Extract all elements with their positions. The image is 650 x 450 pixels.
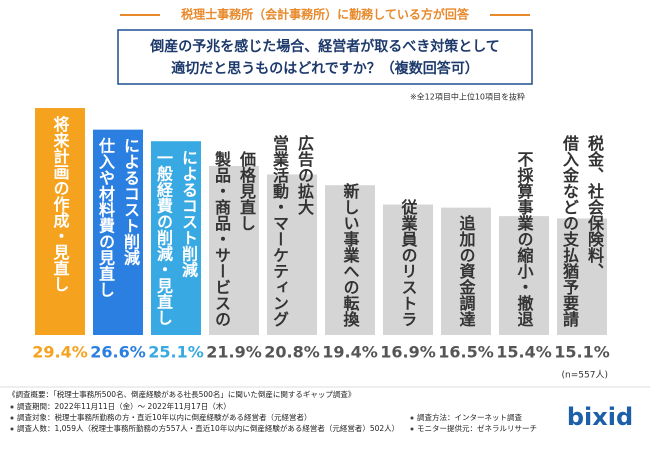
category-label: 仕入や材料費の見直し: [96, 137, 116, 298]
footer-item: モニター提供元：ゼネラルリサーチ: [417, 423, 537, 433]
bar: [267, 174, 317, 335]
footer-item: 調査対象：税理士事務所勤務の方・直近10年以内に倒産経験がある経営者（元経営者）: [17, 412, 312, 422]
category-label: 製品・商品・サービスの: [212, 150, 232, 327]
n-label: (n=557人): [562, 370, 608, 381]
bar: [383, 204, 433, 335]
bar: [557, 218, 607, 335]
bullet: [10, 405, 14, 409]
footer-title: 《調査概要：「税理士事務所500名、倒産経験がある社長500名」に聞いた倒産に関…: [8, 389, 355, 399]
bullet: [410, 427, 414, 431]
value-label: 20.8%: [264, 343, 320, 362]
category-label: 価格見直し: [237, 150, 257, 231]
bar: [499, 216, 549, 335]
bar: [93, 129, 143, 335]
value-label: 26.6%: [90, 343, 146, 362]
category-label: によるコスト削減: [179, 149, 198, 278]
question-line: 適切だと思うものはどれですか？（複数回答可）: [171, 60, 479, 77]
logo: bixid: [567, 403, 633, 431]
value-label: 19.4%: [322, 343, 378, 362]
value-label: 15.1%: [554, 343, 610, 362]
value-label: 16.9%: [380, 343, 436, 362]
value-label: 25.1%: [148, 343, 204, 362]
category-label: 営業活動・マーケティング: [270, 134, 290, 327]
value-label: 15.4%: [496, 343, 552, 362]
category-label: 追加の資金調達: [457, 214, 477, 327]
value-label: 29.4%: [32, 343, 88, 362]
category-label: 税金、社会保険料、: [585, 134, 605, 279]
category-label: 不採算事業の縮小・撤退: [515, 151, 535, 327]
footer-item: 調査期間：2022年11月11日（金）～ 2022年11月17日（木）: [17, 401, 231, 411]
value-label: 21.9%: [206, 343, 262, 362]
bullet: [10, 416, 14, 420]
bar: [35, 108, 85, 335]
category-label: 将来計画の作成・見直し: [51, 115, 71, 292]
bar: [325, 185, 375, 335]
category-label: 一般経費の削減・見直し: [154, 149, 174, 325]
footer-item: 調査人数：1,059人（税理士事務所勤務の方557人・直近10年以内に倒産経験が…: [17, 423, 399, 433]
bar: [209, 165, 259, 335]
category-label: 広告の拡大: [295, 134, 314, 216]
question-line: 倒産の予兆を感じた場合、経営者が取るべき対策として: [149, 38, 500, 55]
category-label: 新しい事業への転換: [341, 182, 361, 328]
note: ※全12項目中上位10項目を抜粋: [410, 92, 525, 102]
category-label: 従業員のリストラ: [399, 198, 419, 327]
bar: [151, 141, 201, 335]
footer-item: 調査方法：インターネット調査: [417, 412, 522, 422]
category-label: によるコスト削減: [121, 138, 140, 267]
bar: [441, 207, 491, 335]
bullet: [10, 427, 14, 431]
value-label: 16.5%: [438, 343, 494, 362]
question-box: [117, 29, 533, 85]
header-title: 税理士事務所（会計事務所）に勤務している方が回答: [181, 7, 470, 22]
category-label: 借入金などの支払猶予要請: [560, 134, 580, 328]
bullet: [410, 416, 414, 420]
